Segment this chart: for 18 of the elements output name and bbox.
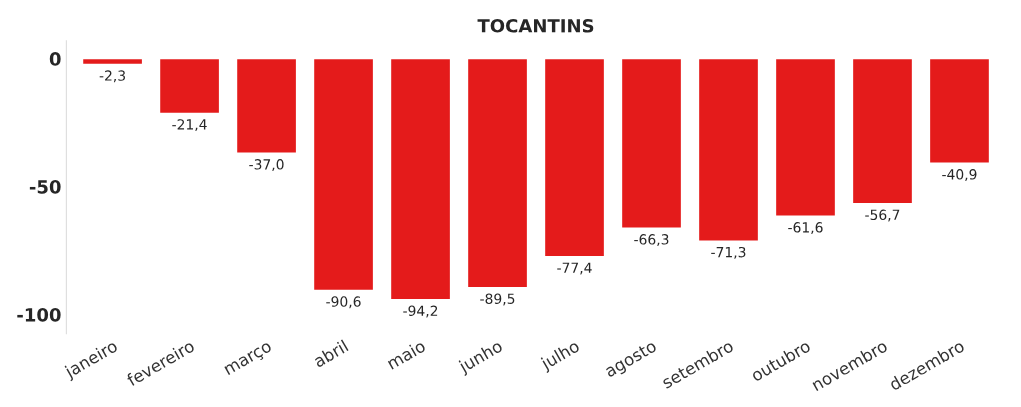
- data-label: -2,3: [99, 70, 125, 83]
- x-tick-label: maio: [386, 339, 427, 370]
- data-label: -40,9: [942, 169, 977, 182]
- data-label: -37,0: [249, 159, 284, 172]
- data-label: -71,3: [711, 246, 746, 259]
- data-label: -77,4: [557, 262, 592, 275]
- data-label: -90,6: [326, 296, 361, 309]
- data-label: -94,2: [403, 305, 438, 318]
- data-label: -66,3: [634, 234, 669, 247]
- y-tick-label: 0: [49, 52, 61, 66]
- chart-title: TOCANTINS: [477, 18, 594, 33]
- data-label: -89,5: [480, 293, 515, 306]
- data-label: -61,6: [788, 222, 823, 234]
- y-tick-label: -100: [17, 308, 61, 322]
- x-tick-label: abril: [312, 339, 349, 368]
- data-label: -21,4: [172, 119, 207, 132]
- y-tick-label: -50: [29, 180, 61, 194]
- data-label: -56,7: [865, 209, 900, 222]
